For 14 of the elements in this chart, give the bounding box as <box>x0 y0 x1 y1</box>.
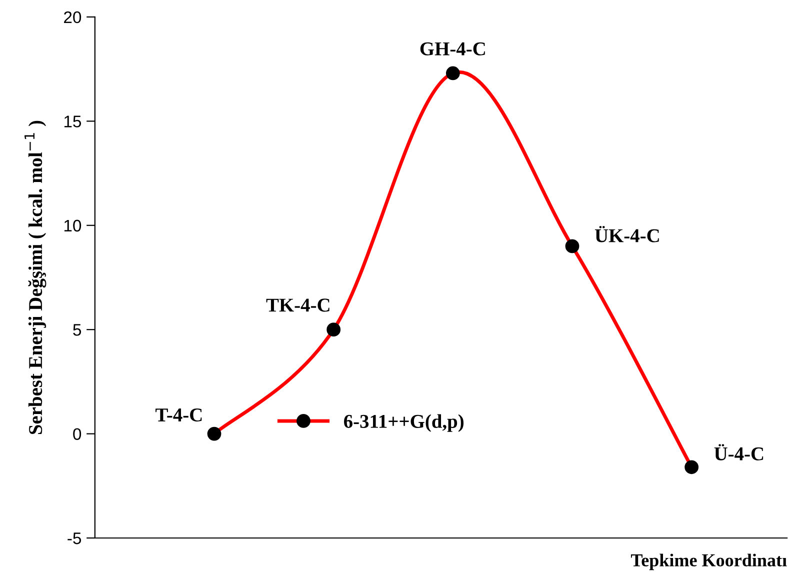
y-tick-label: 20 <box>64 11 82 24</box>
y-tick-label: 10 <box>64 220 82 232</box>
y-tick-label: 0 <box>73 428 82 440</box>
annotation: T-4-C <box>156 408 202 422</box>
annotation: TK-4-C <box>266 298 330 312</box>
annotation: Ü-4-C <box>714 444 764 460</box>
y-tick-label: 15 <box>64 116 82 128</box>
y-tick-label: 5 <box>73 324 82 336</box>
y-axis-title: Serbest Enerji Değşimi ( kcal. mol$^{−1}$ ) <box>24 120 46 434</box>
legend-label: 6-311++G(d,p) <box>344 414 464 432</box>
annotation: GH-4-C <box>420 42 485 56</box>
y-tick-label: -5 <box>68 532 82 544</box>
x-axis-title: Tepkime Koordinatı <box>630 554 787 570</box>
annotation: ÜK-4-C <box>594 226 659 242</box>
